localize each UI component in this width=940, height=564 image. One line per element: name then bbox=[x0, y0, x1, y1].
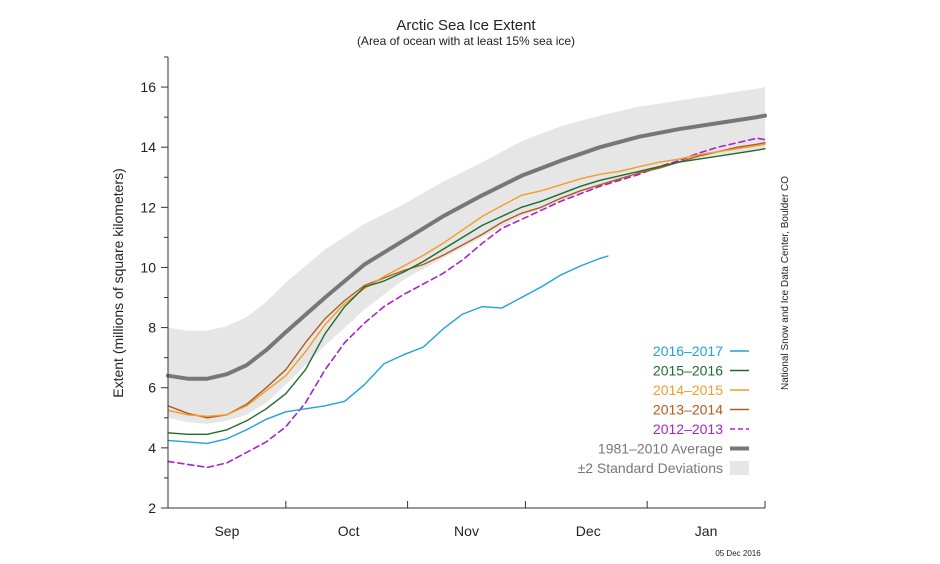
series-line-1 bbox=[167, 137, 766, 469]
series-line-4 bbox=[167, 148, 766, 435]
legend-label: 2012–2013 bbox=[653, 421, 723, 437]
x-tick-label: Nov bbox=[454, 523, 479, 539]
chart-title: Arctic Sea Ice Extent bbox=[396, 17, 536, 34]
series-line-0 bbox=[166, 113, 767, 381]
date-label: 05 Dec 2016 bbox=[715, 549, 761, 558]
series-line-5 bbox=[167, 255, 609, 445]
y-tick-label: 2 bbox=[148, 500, 156, 516]
x-tick-label: Jan bbox=[695, 523, 718, 539]
x-tick-label: Dec bbox=[576, 523, 601, 539]
legend-label: ±2 Standard Deviations bbox=[578, 460, 723, 476]
y-tick-label: 12 bbox=[140, 199, 156, 215]
chart-subtitle: (Area of ocean with at least 15% sea ice… bbox=[357, 34, 575, 48]
y-tick-label: 14 bbox=[140, 139, 156, 155]
y-tick-label: 10 bbox=[140, 259, 156, 275]
y-tick-label: 4 bbox=[148, 440, 156, 456]
legend-swatch bbox=[730, 461, 749, 475]
y-axis-label: Extent (millions of square kilometers) bbox=[110, 168, 126, 398]
y-tick-label: 16 bbox=[140, 79, 156, 95]
y-tick-label: 6 bbox=[148, 380, 156, 396]
series-line-3 bbox=[167, 143, 766, 417]
y-tick-label: 8 bbox=[148, 320, 156, 336]
legend-label: 2015–2016 bbox=[653, 363, 723, 379]
x-tick-label: Sep bbox=[214, 523, 239, 539]
legend-label: 2014–2015 bbox=[653, 382, 723, 398]
credit-label: National Snow and Ice Data Center, Bould… bbox=[780, 176, 791, 390]
legend-label: 1981–2010 Average bbox=[598, 441, 723, 457]
legend: 2016–2017 2015–2016 2014–2015 2013–2014 2012… bbox=[578, 343, 749, 476]
legend-label: 2016–2017 bbox=[653, 343, 723, 359]
legend-label: 2013–2014 bbox=[653, 402, 723, 418]
plot-area: 2 4 6 8 10 12 14 16 Sep Oct Nov Dec Jan bbox=[140, 56, 767, 539]
x-tick-label: Oct bbox=[338, 523, 360, 539]
